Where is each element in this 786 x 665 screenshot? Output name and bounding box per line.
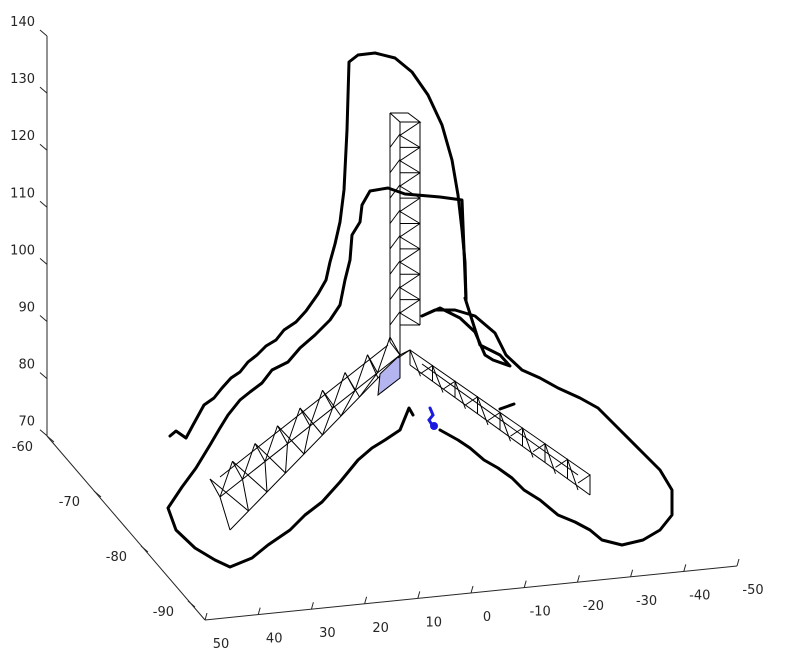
left-arm-brace: [233, 461, 268, 492]
x-tick-mark: [471, 586, 473, 593]
left-arm-rung: [278, 426, 288, 473]
y-tick-mark: [141, 546, 148, 552]
x-tick-label: 20: [372, 621, 389, 636]
y-tick-mark: [47, 436, 54, 442]
column-brace: [390, 261, 400, 274]
z-tick-label: 80: [18, 358, 35, 373]
right-arm-brace: [568, 459, 579, 490]
x-tick-label: -50: [742, 583, 763, 598]
y-tick-mark: [94, 491, 101, 497]
trajectory-segment: [168, 188, 466, 567]
y-axis-line: [47, 436, 205, 620]
x-tick-label: -40: [689, 588, 710, 603]
x-tick-label: 0: [483, 610, 491, 625]
column-brace: [390, 286, 400, 299]
column-cap: [390, 113, 420, 122]
x-tick-label: 40: [266, 632, 283, 647]
x-tick-mark: [311, 602, 313, 609]
z-tick-mark: [40, 87, 47, 93]
z-tick-label: 100: [10, 243, 35, 258]
column-brace: [390, 159, 400, 172]
z-tick-label: 90: [18, 301, 35, 316]
column-brace: [400, 122, 420, 147]
x-tick-mark: [631, 570, 633, 577]
x-tick-label: -30: [636, 594, 657, 609]
blue-marker: [430, 422, 438, 430]
x-tick-label: 50: [213, 637, 230, 652]
y-tick-mark: [188, 601, 195, 607]
x-tick-mark: [418, 591, 420, 598]
x-tick-mark: [524, 581, 526, 588]
z-tick-label: 110: [10, 186, 35, 201]
trajectory-segment: [422, 298, 672, 545]
right-arm-brace: [500, 413, 511, 442]
trajectory-fragment: [500, 404, 514, 409]
column-brace: [400, 198, 420, 223]
column-brace: [400, 300, 420, 325]
left-arm-brace: [210, 479, 249, 511]
right-arm-rung: [556, 459, 568, 478]
x-tick-mark: [684, 564, 686, 571]
z-tick-label: 70: [18, 415, 35, 430]
y-tick-label: -60: [12, 440, 33, 455]
z-tick-mark: [40, 258, 47, 264]
right-arm-brace: [545, 444, 556, 474]
column-brace: [390, 134, 400, 147]
right-arm-rung: [578, 475, 590, 495]
x-tick-label: -10: [530, 605, 551, 620]
z-tick-label: 140: [10, 15, 35, 30]
column-brace: [400, 249, 420, 274]
right-arm-rung: [533, 444, 545, 463]
left-arm-rung: [360, 355, 378, 397]
right-arm-brace: [523, 428, 534, 457]
column-brace: [400, 274, 420, 299]
z-tick-mark: [40, 430, 47, 436]
z-tick-mark: [40, 316, 47, 322]
y-tick-label: -70: [59, 495, 80, 510]
x-tick-mark: [737, 559, 739, 566]
z-tick-label: 130: [10, 72, 35, 87]
x-tick-label: 30: [319, 626, 336, 641]
column-brace: [390, 210, 400, 223]
column-brace: [400, 224, 420, 249]
column-brace: [390, 236, 400, 249]
x-tick-mark: [258, 608, 260, 615]
x-tick-mark: [365, 597, 367, 604]
x-tick-label: -20: [583, 599, 604, 614]
z-tick-mark: [40, 30, 47, 36]
z-tick-mark: [40, 373, 47, 379]
left-arm-brace: [278, 426, 305, 454]
y-tick-label: -80: [106, 550, 127, 565]
z-tick-label: 120: [10, 129, 35, 144]
z-tick-mark: [40, 144, 47, 150]
column-brace: [390, 312, 400, 325]
left-arm-rung: [300, 408, 310, 454]
trajectory-segment: [170, 53, 466, 438]
left-arm-rung: [210, 479, 230, 530]
x-tick-mark: [577, 575, 579, 582]
z-tick-mark: [40, 201, 47, 207]
x-tick-label: 10: [426, 615, 443, 630]
x-tick-mark: [205, 613, 207, 620]
column-brace: [400, 147, 420, 172]
truss-structure: [210, 113, 590, 530]
y-tick-label: -90: [153, 605, 174, 620]
